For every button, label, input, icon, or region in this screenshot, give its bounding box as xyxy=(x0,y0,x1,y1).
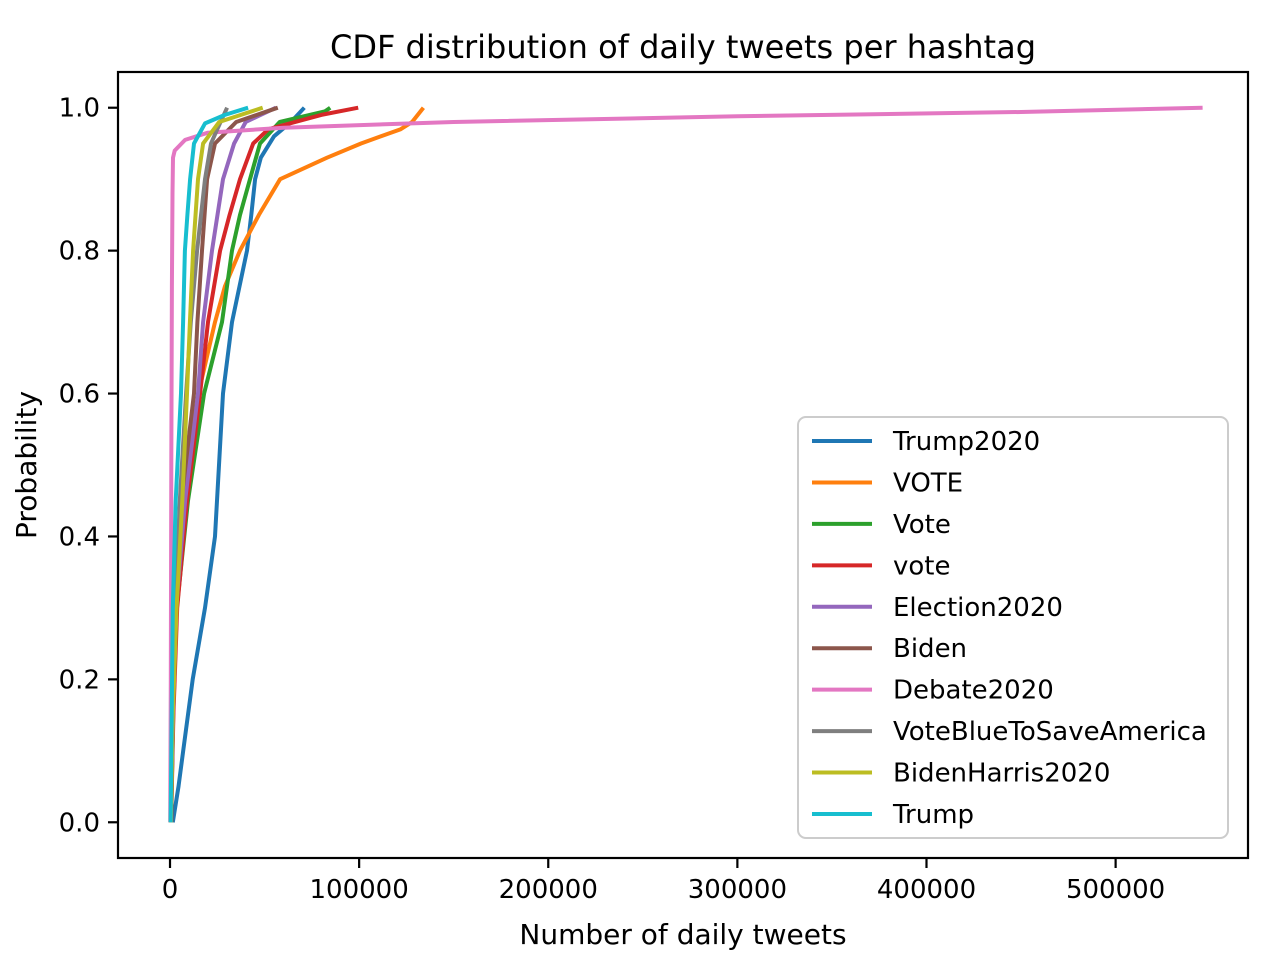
legend-item-bidenharris2020: BidenHarris2020 xyxy=(812,759,1110,789)
series-line-vote xyxy=(168,106,425,823)
x-tick-label: 400000 xyxy=(877,875,976,905)
legend-item-vote: Vote xyxy=(812,510,951,540)
legend-item-biden: Biden xyxy=(812,634,967,664)
x-axis-ticks: 0 100000 200000 300000 400000 500000 xyxy=(162,858,1165,905)
series-line-debate2020 xyxy=(168,105,1203,823)
legend-item-votebluetosaveamerica: VoteBlueToSaveAmerica xyxy=(812,717,1207,747)
x-tick-label: 500000 xyxy=(1066,875,1165,905)
legend-item-vote: VOTE xyxy=(812,468,963,498)
y-axis-label: Probability xyxy=(10,391,43,539)
legend-item-trump: Trump xyxy=(812,800,974,830)
series-line-trump xyxy=(168,105,249,823)
legend-box xyxy=(797,416,1229,839)
y-tick-label: 0.6 xyxy=(59,380,100,410)
legend-label: Trump xyxy=(892,800,974,830)
series-line-trump2020 xyxy=(170,106,306,823)
plot-area-border xyxy=(116,70,1250,860)
legend-item-trump2020: Trump2020 xyxy=(812,427,1040,457)
legend-label: Vote xyxy=(893,510,951,540)
legend-item-vote: vote xyxy=(812,551,950,581)
legend-label: VoteBlueToSaveAmerica xyxy=(893,717,1207,747)
legend-label: Election2020 xyxy=(893,593,1063,623)
legend-label: VOTE xyxy=(893,468,963,498)
legend-label: vote xyxy=(893,551,950,581)
chart-title: CDF distribution of daily tweets per has… xyxy=(330,28,1036,66)
x-tick-label: 200000 xyxy=(499,875,598,905)
y-tick-label: 0.8 xyxy=(59,237,100,267)
x-tick-label: 300000 xyxy=(688,875,787,905)
series-group xyxy=(168,105,1203,823)
series-line-bidenharris2020 xyxy=(168,105,264,823)
y-tick-label: 0.0 xyxy=(59,808,100,838)
y-tick-label: 0.2 xyxy=(59,665,100,695)
legend-label: BidenHarris2020 xyxy=(893,759,1110,789)
y-tick-label: 0.4 xyxy=(59,522,100,552)
x-axis-label: Number of daily tweets xyxy=(519,918,846,951)
legend-label: Trump2020 xyxy=(892,427,1040,457)
y-tick-label: 1.0 xyxy=(59,94,100,124)
legend-item-election2020: Election2020 xyxy=(812,593,1063,623)
legend-label: Debate2020 xyxy=(893,676,1054,706)
legend-item-debate2020: Debate2020 xyxy=(812,676,1054,706)
legend: Trump2020 VOTE Vote vote Election2020 Biden De… xyxy=(797,416,1229,839)
y-axis-ticks: 0.0 0.2 0.4 0.6 0.8 1.0 xyxy=(59,94,118,838)
x-tick-label: 0 xyxy=(162,875,179,905)
x-tick-label: 100000 xyxy=(309,875,408,905)
legend-label: Biden xyxy=(893,634,967,664)
